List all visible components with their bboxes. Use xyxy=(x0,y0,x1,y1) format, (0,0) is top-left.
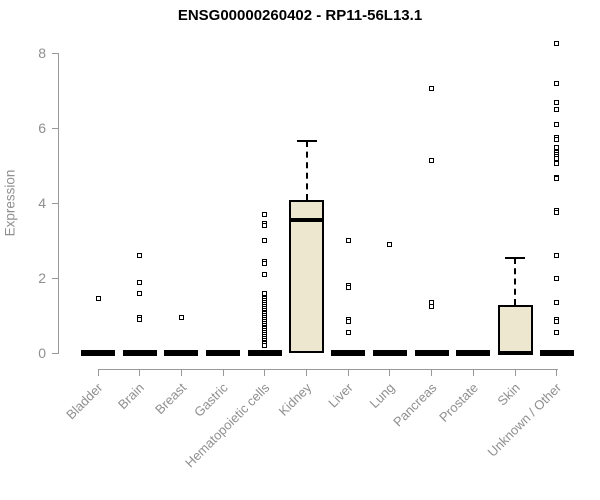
x-tick xyxy=(139,369,141,376)
outlier-point xyxy=(262,238,268,244)
outlier-point xyxy=(554,275,560,281)
y-tick-label: 0 xyxy=(38,345,46,362)
outlier-point xyxy=(554,107,560,113)
y-tick-label: 8 xyxy=(38,45,46,62)
y-tick-label: 2 xyxy=(38,270,46,287)
chart-title: ENSG00000260402 - RP11-56L13.1 xyxy=(177,7,423,24)
x-tick xyxy=(222,369,224,376)
zero-median-bar xyxy=(81,350,115,357)
zero-median-bar xyxy=(539,350,574,357)
outlier-point xyxy=(554,137,560,143)
y-tick-label: 4 xyxy=(38,195,46,212)
x-tick-label: Kidney xyxy=(275,380,315,419)
y-tick xyxy=(51,353,58,355)
outlier-point xyxy=(554,318,560,324)
whisker-cap xyxy=(296,140,317,143)
outlier-point xyxy=(262,343,268,349)
outlier-point xyxy=(554,330,560,336)
y-axis-line xyxy=(57,53,59,355)
x-tick-label: Pancreas xyxy=(389,380,440,430)
x-tick-label: Skin xyxy=(494,380,523,409)
x-tick xyxy=(431,369,433,376)
box xyxy=(497,304,533,354)
outlier-point xyxy=(345,285,351,291)
x-tick xyxy=(264,369,266,376)
whisker-line xyxy=(305,141,308,200)
outlier-point xyxy=(429,303,435,309)
x-tick-label: Brain xyxy=(115,380,148,413)
whisker-cap xyxy=(505,256,525,259)
outlier-point xyxy=(262,290,268,296)
x-tick xyxy=(180,369,182,376)
x-tick xyxy=(389,369,391,376)
x-tick xyxy=(347,369,349,376)
zero-median-bar xyxy=(456,350,491,357)
outlier-point xyxy=(178,315,184,321)
zero-median-bar xyxy=(122,350,157,357)
outlier-point xyxy=(554,176,560,182)
outlier-point xyxy=(95,296,101,302)
x-tick xyxy=(306,369,307,376)
outlier-point xyxy=(262,223,268,229)
outlier-point xyxy=(554,300,560,306)
y-tick xyxy=(51,278,58,280)
x-tick xyxy=(556,369,558,376)
outlier-point xyxy=(262,272,268,278)
x-tick xyxy=(97,369,99,376)
outlier-point xyxy=(345,318,351,324)
x-axis-line xyxy=(98,368,558,370)
x-tick-label: Unknown / Other xyxy=(484,380,565,460)
zero-median-bar xyxy=(331,350,366,357)
outlier-point xyxy=(554,99,560,105)
outlier-point xyxy=(262,260,268,266)
zero-median-bar xyxy=(164,350,199,357)
outlier-point xyxy=(554,161,560,167)
x-tick-label: Liver xyxy=(325,380,356,411)
x-tick-label: Prostate xyxy=(436,380,481,425)
y-tick-label: 6 xyxy=(38,120,46,137)
outlier-point xyxy=(554,253,560,259)
y-tick xyxy=(51,128,58,130)
median-line xyxy=(289,218,324,223)
zero-median-bar xyxy=(372,350,407,357)
outlier-point xyxy=(137,290,143,296)
x-tick-label: Gastric xyxy=(190,380,231,420)
outlier-point xyxy=(345,238,351,244)
outlier-point xyxy=(387,242,393,248)
outlier-point xyxy=(137,279,143,285)
x-tick xyxy=(514,369,516,376)
x-tick-label: Lung xyxy=(366,380,398,412)
whisker-line xyxy=(514,257,516,305)
outlier-point xyxy=(429,86,435,92)
outlier-point xyxy=(137,253,143,259)
outlier-point xyxy=(554,80,560,86)
outlier-point xyxy=(554,41,560,47)
outlier-point xyxy=(137,317,143,323)
x-tick-label: Breast xyxy=(151,380,189,418)
outlier-point xyxy=(554,144,560,150)
zero-median-bar xyxy=(247,350,282,357)
outlier-point xyxy=(554,122,560,128)
median-line xyxy=(497,351,533,356)
zero-median-bar xyxy=(414,350,449,357)
outlier-point xyxy=(345,330,351,336)
y-tick xyxy=(51,203,58,205)
outlier-point xyxy=(554,210,560,216)
outlier-point xyxy=(429,157,435,163)
zero-median-bar xyxy=(206,350,241,357)
outlier-point xyxy=(262,212,268,218)
x-tick-label: Bladder xyxy=(63,380,106,423)
x-tick xyxy=(472,369,474,376)
box xyxy=(289,199,324,354)
y-tick xyxy=(51,53,58,55)
